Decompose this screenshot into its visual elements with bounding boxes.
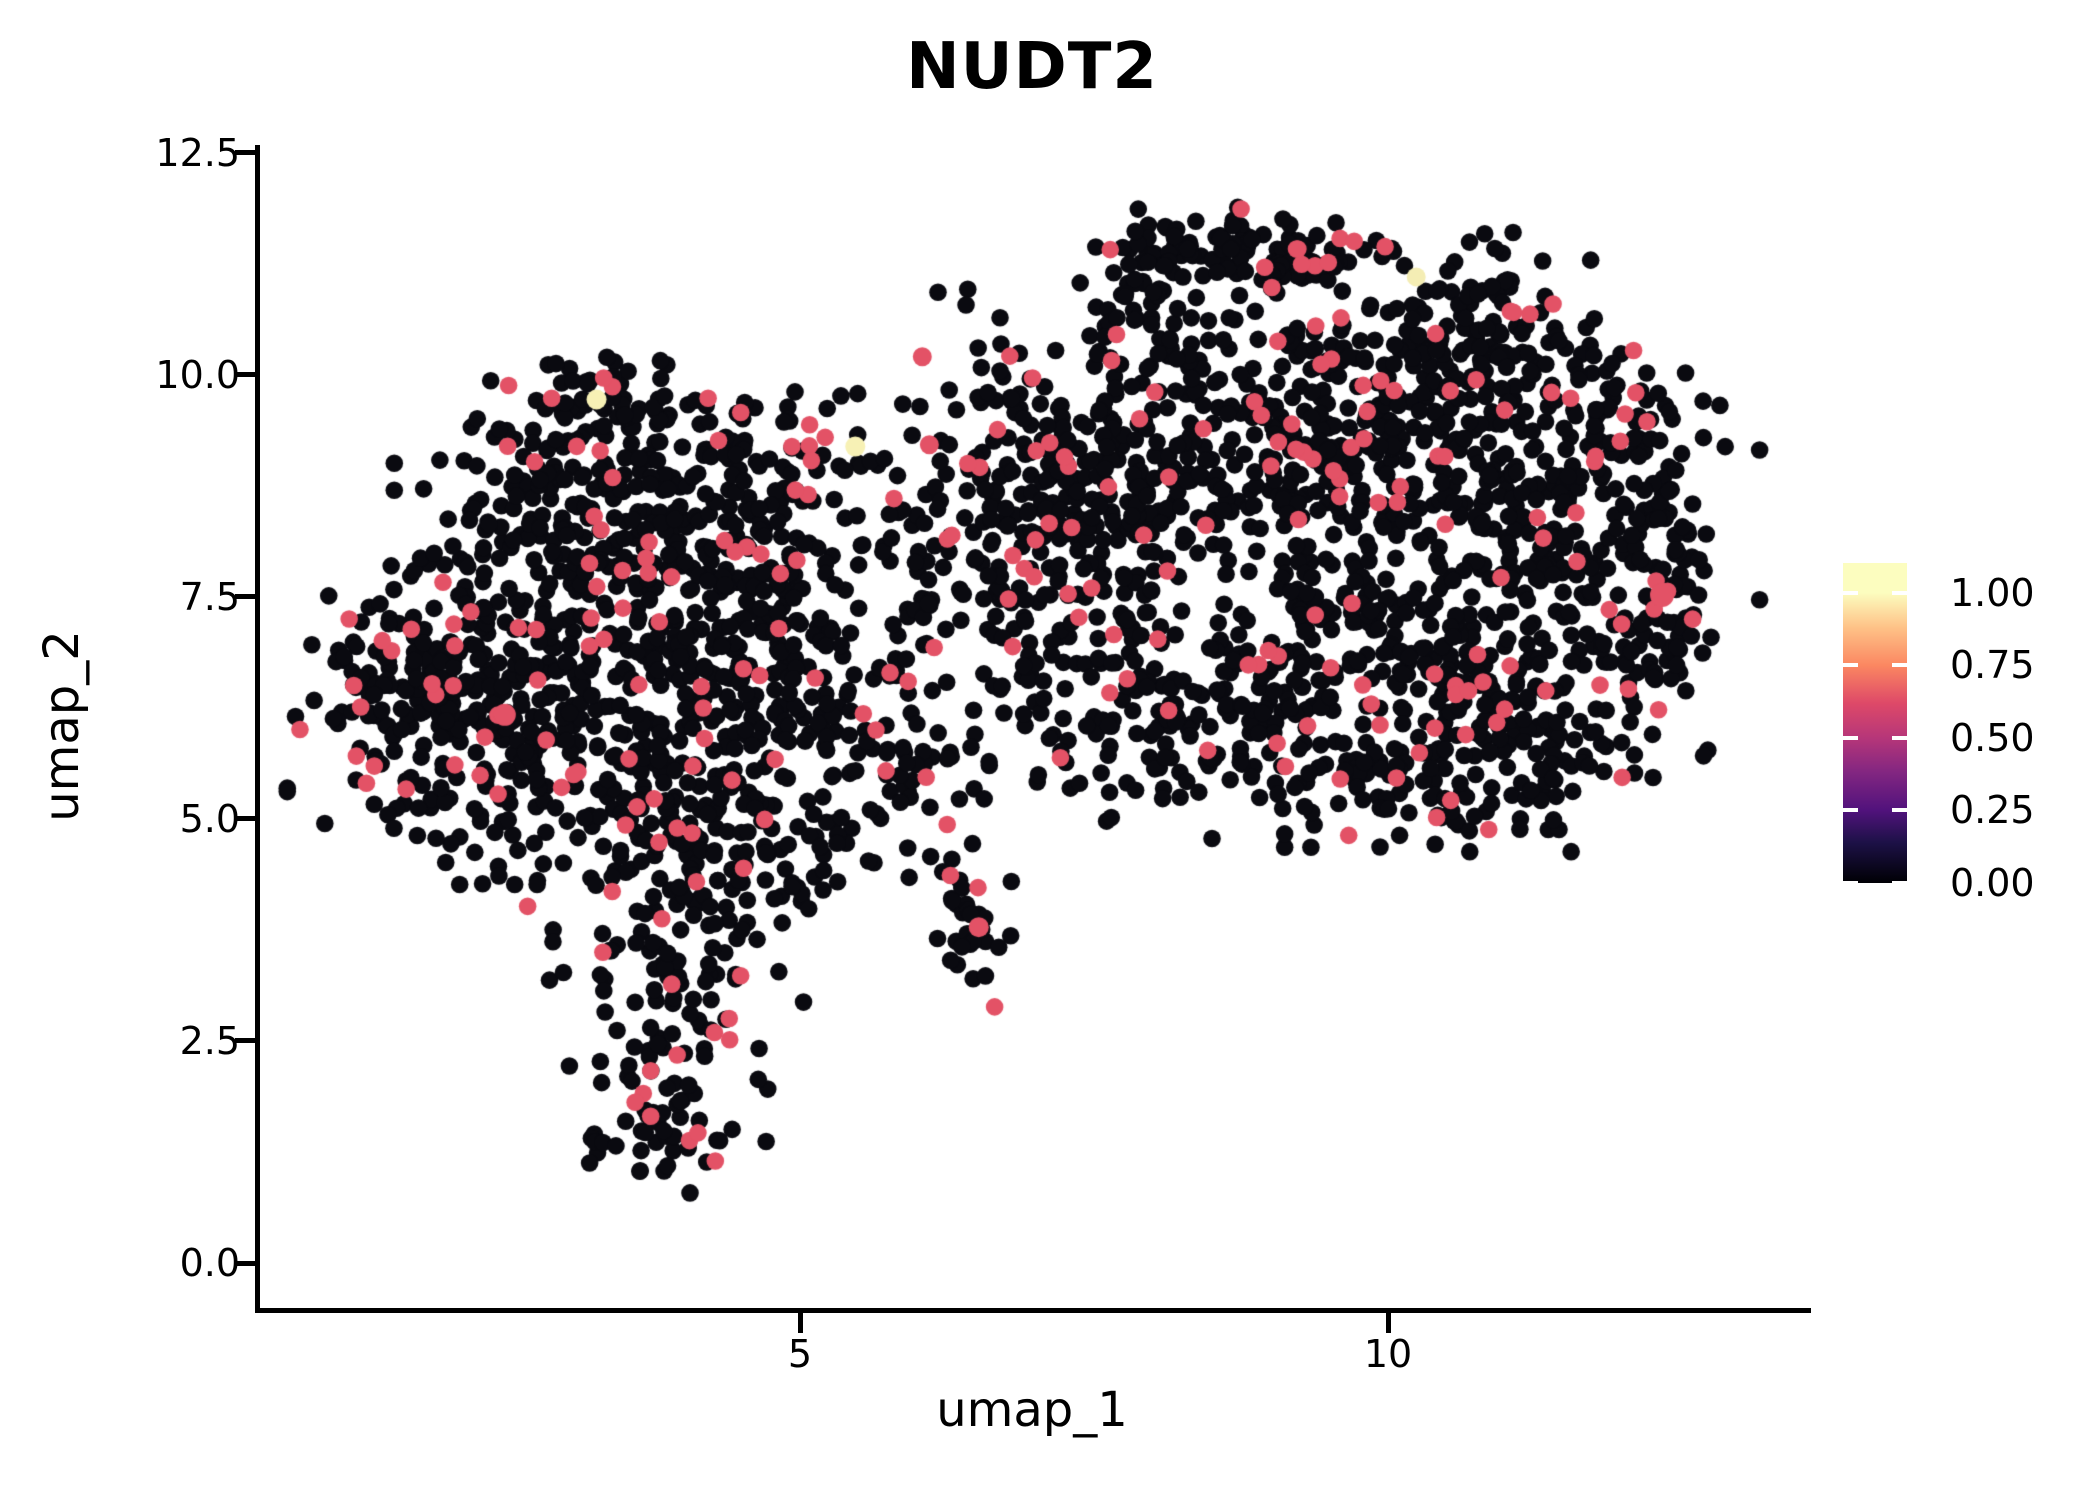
x-axis-title: umap_1: [936, 1382, 1128, 1438]
colorbar-tick-label-0.25: 0.25: [1950, 788, 2035, 833]
y-tick-label-0.0: 0.0: [179, 1241, 240, 1285]
y-tick-label-10.0: 10.0: [155, 352, 240, 397]
x-tick-label-10: 10: [1363, 1332, 1413, 1376]
x-tick-label-5: 5: [787, 1332, 813, 1376]
colorbar-tick-label-0.00: 0.00: [1950, 861, 2035, 905]
colorbar-gradient: [1843, 563, 1907, 883]
x-axis-line: [255, 1308, 1811, 1313]
colorbar-tick-label-0.75: 0.75: [1950, 643, 2035, 688]
x-tick-mark-5: [797, 1313, 803, 1333]
colorbar-tick-dash-left-0.50: [1843, 735, 1858, 740]
colorbar-tick-label-0.50: 0.50: [1950, 715, 2035, 760]
y-tick-label-7.5: 7.5: [179, 574, 240, 619]
colorbar-tick-dash-left-0.75: [1843, 663, 1858, 668]
colorbar-tick-dash-left-1.00: [1843, 590, 1858, 595]
y-tick-mark-10.0: [235, 372, 255, 378]
colorbar-tick-dash-left-0.25: [1843, 808, 1858, 813]
y-tick-mark-7.5: [235, 594, 255, 600]
y-tick-label-2.5: 2.5: [179, 1018, 240, 1063]
colorbar-tick-dash-right-0.00: [1892, 881, 1907, 885]
colorbar-tick-dash-left-0.00: [1843, 881, 1858, 885]
y-axis-line: [255, 145, 260, 1313]
colorbar-tick-dash-right-0.50: [1892, 735, 1907, 740]
y-tick-mark-5.0: [235, 816, 255, 822]
x-tick-mark-10: [1385, 1313, 1391, 1333]
y-tick-label-5.0: 5.0: [179, 796, 240, 841]
chart-title: NUDT2: [906, 30, 1158, 104]
colorbar-tick-dash-right-1.00: [1892, 590, 1907, 595]
colorbar-tick-label-1.00: 1.00: [1950, 570, 2035, 615]
y-tick-label-12.5: 12.5: [155, 130, 240, 175]
y-tick-mark-0.0: [235, 1260, 255, 1266]
y-tick-mark-2.5: [235, 1038, 255, 1044]
colorbar-tick-dash-right-0.25: [1892, 808, 1907, 813]
y-axis-title: umap_2: [34, 630, 90, 822]
y-tick-mark-12.5: [235, 150, 255, 155]
colorbar-tick-dash-right-0.75: [1892, 663, 1907, 668]
